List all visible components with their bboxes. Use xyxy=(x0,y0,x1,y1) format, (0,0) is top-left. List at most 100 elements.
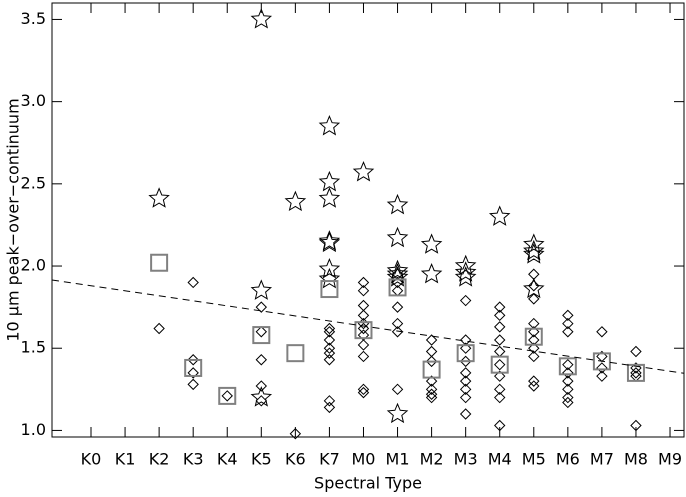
square-point xyxy=(524,327,543,346)
diamond-point xyxy=(255,380,268,392)
star-point xyxy=(386,266,409,287)
diamond-point xyxy=(357,299,370,312)
star-point xyxy=(386,193,409,215)
diamond-point xyxy=(459,342,472,354)
diamond-point xyxy=(459,367,472,379)
diamond-point xyxy=(391,301,404,313)
diamond-point xyxy=(528,280,540,292)
star-point xyxy=(523,233,545,254)
square-point xyxy=(388,278,407,297)
diamond-point xyxy=(323,326,336,338)
diamond-point xyxy=(562,396,574,409)
x-tick-label: M8 xyxy=(624,450,648,469)
diamond-point xyxy=(630,419,642,432)
diamond-point xyxy=(425,383,438,396)
diamond-point xyxy=(425,375,438,387)
star-point xyxy=(318,187,341,208)
x-tick-label: K2 xyxy=(149,450,170,469)
diamond-point xyxy=(494,370,506,382)
diamond-point xyxy=(255,326,268,338)
diamond-point xyxy=(425,391,438,404)
diamond-point xyxy=(494,345,506,358)
diamond-point xyxy=(357,383,370,396)
star-point xyxy=(386,226,409,248)
diamond-point xyxy=(494,391,506,404)
diamond-point xyxy=(562,358,574,371)
star-point xyxy=(318,170,341,192)
x-tick-label: M3 xyxy=(454,450,478,469)
x-tick-label: M4 xyxy=(488,450,512,469)
x-tick-label: K3 xyxy=(183,450,204,469)
diamond-point xyxy=(494,419,506,432)
star-point xyxy=(420,233,443,254)
diamond-point xyxy=(459,391,472,404)
diamond-point xyxy=(255,301,268,313)
diamond-point xyxy=(357,284,370,297)
star-point xyxy=(318,257,341,279)
diamond-point xyxy=(528,380,540,392)
diamond-point xyxy=(528,375,540,387)
x-tick-label: M5 xyxy=(522,450,546,469)
x-tick-label: K7 xyxy=(319,450,340,469)
x-axis-label: Spectral Type xyxy=(314,474,422,493)
diamond-point xyxy=(596,326,608,338)
x-tick-label: M7 xyxy=(590,450,614,469)
diamond-point xyxy=(562,383,574,396)
diamond-point xyxy=(323,395,336,407)
x-tick-label: M1 xyxy=(386,450,410,469)
diamond-point xyxy=(562,391,574,404)
square-point xyxy=(320,280,339,299)
diamond-point xyxy=(562,367,574,379)
star-point xyxy=(284,190,307,212)
x-tick-label: K4 xyxy=(217,450,238,469)
diamond-point xyxy=(562,326,574,338)
diamond-point xyxy=(630,345,642,358)
trend-line xyxy=(51,279,685,374)
y-tick-label: 3.5 xyxy=(21,9,46,28)
square-point xyxy=(252,326,271,345)
star-point xyxy=(386,402,409,424)
square-point xyxy=(490,355,509,374)
diamond-point xyxy=(357,276,370,289)
diamond-point xyxy=(562,375,574,387)
diamond-point xyxy=(357,309,370,322)
square-point xyxy=(150,253,169,272)
diamond-point xyxy=(596,370,608,382)
x-tick-label: K0 xyxy=(81,450,102,469)
star-point xyxy=(148,187,170,208)
y-tick-label: 1.5 xyxy=(21,338,46,357)
diamond-point xyxy=(528,350,540,363)
star-point xyxy=(454,266,477,287)
square-point xyxy=(592,352,611,371)
diamond-point xyxy=(425,334,438,346)
diamond-point xyxy=(391,326,404,338)
square-point xyxy=(456,344,475,363)
diamond-point xyxy=(528,342,540,354)
diamond-point xyxy=(187,378,199,391)
star-point xyxy=(318,114,341,136)
diamond-point xyxy=(494,334,506,346)
diamond-point xyxy=(494,358,506,371)
diamond-point xyxy=(323,334,336,346)
diamond-point xyxy=(323,322,336,335)
diamond-point xyxy=(596,362,608,374)
star-point xyxy=(250,279,273,300)
diamond-point xyxy=(323,347,336,359)
diamond-point xyxy=(255,395,268,407)
diamond-point xyxy=(562,309,574,322)
plot-frame xyxy=(51,2,685,438)
star-point xyxy=(523,243,545,264)
diamond-point xyxy=(187,367,199,379)
x-tick-label: M2 xyxy=(420,450,444,469)
y-tick-label: 3.0 xyxy=(21,91,46,110)
diamond-point xyxy=(494,321,506,333)
x-tick-label: K5 xyxy=(251,450,272,469)
star-point xyxy=(250,8,273,29)
star-point xyxy=(386,259,409,281)
star-point xyxy=(250,386,273,407)
x-tick-label: M9 xyxy=(658,450,682,469)
diamond-point xyxy=(391,276,404,289)
diamond-point xyxy=(494,301,506,313)
diamond-point xyxy=(255,354,268,366)
diamond-point xyxy=(323,342,336,354)
